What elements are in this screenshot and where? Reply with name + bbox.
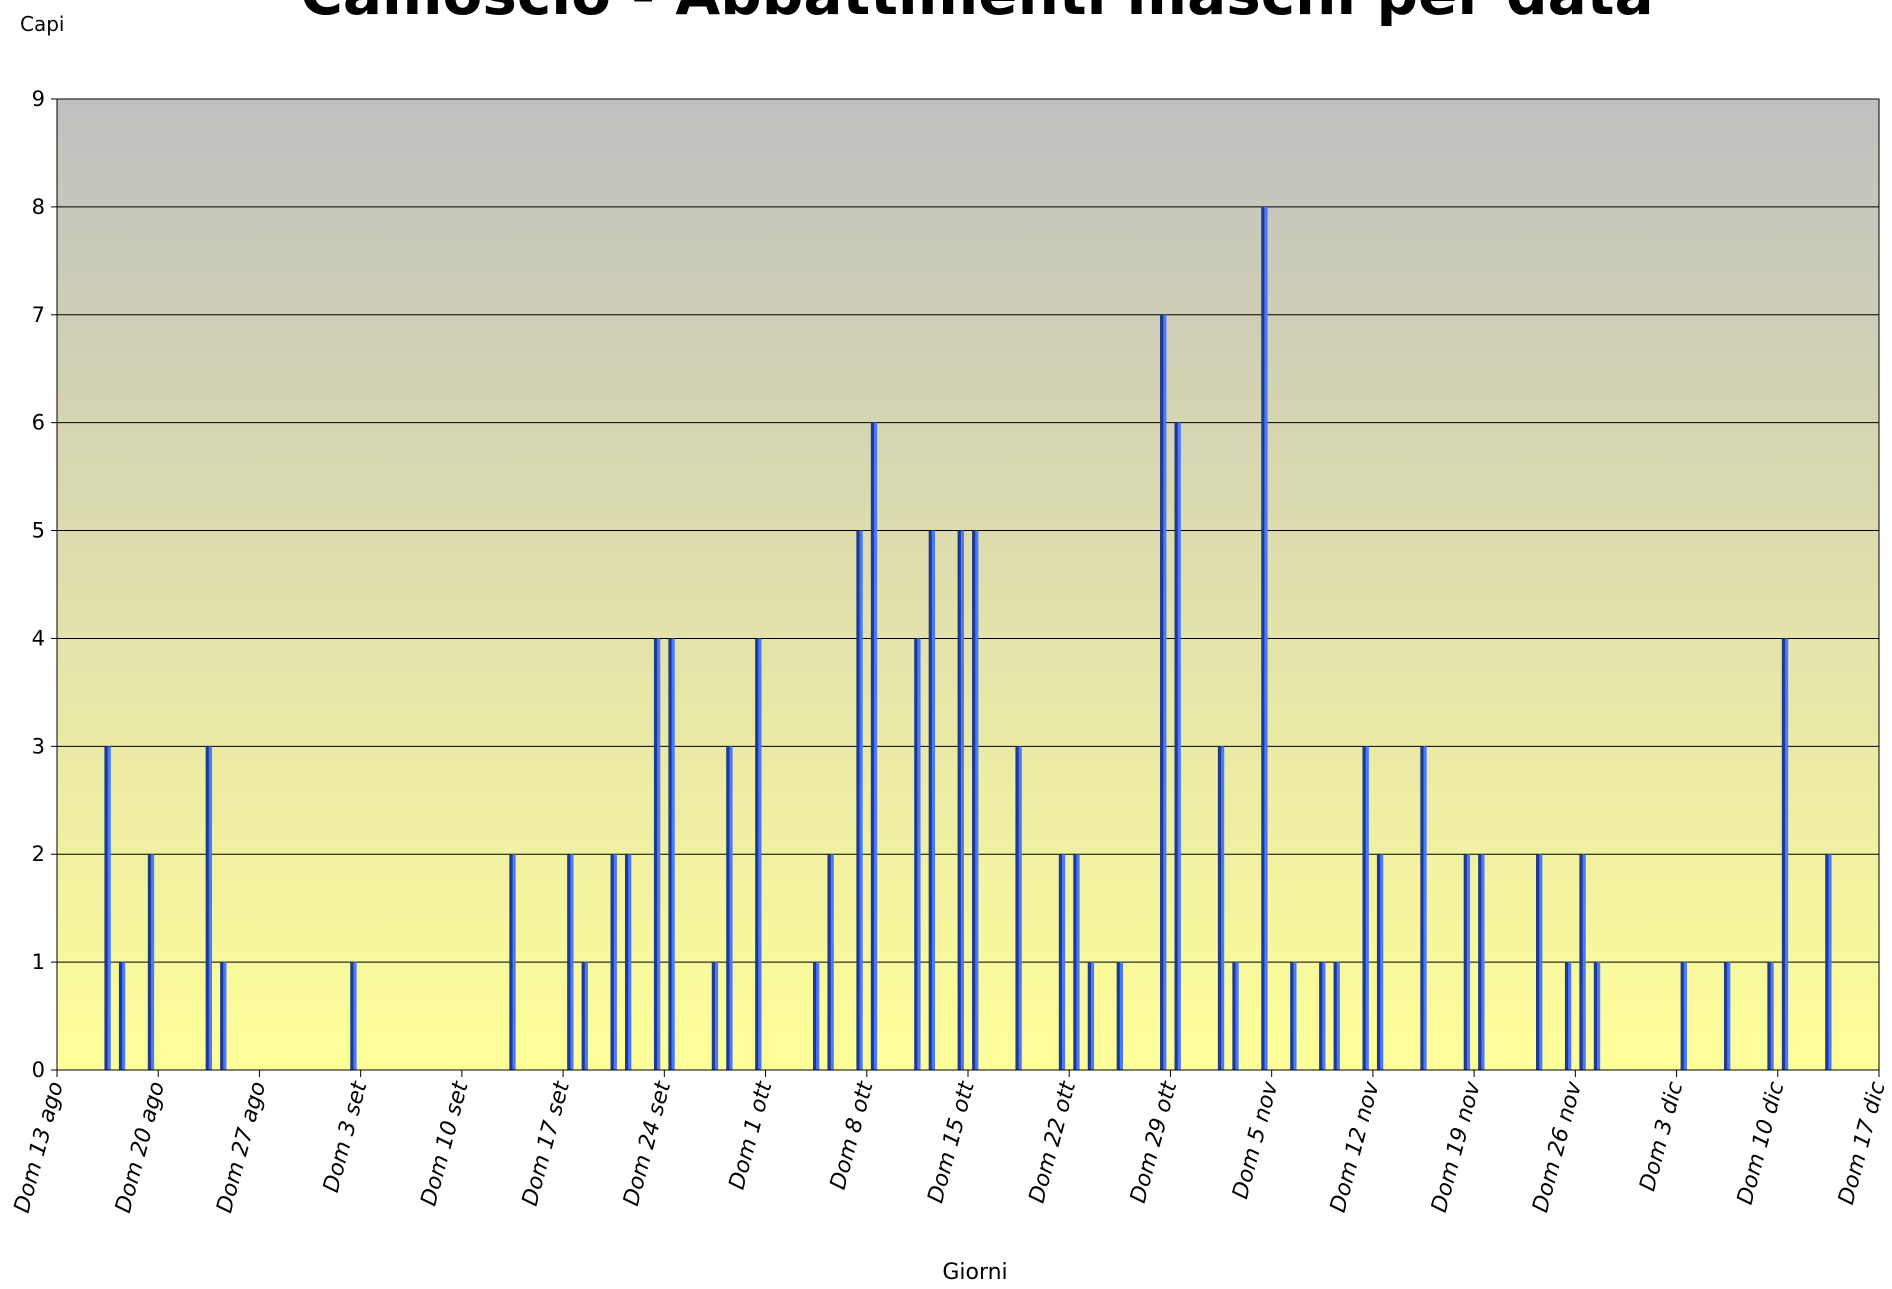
x-tick-label: Dom 5 nov xyxy=(1228,1078,1284,1202)
bar xyxy=(1478,854,1485,1070)
y-tick-label: 9 xyxy=(32,87,45,111)
bar xyxy=(755,638,762,1070)
x-tick-label: Dom 10 dic xyxy=(1733,1079,1790,1207)
bar xyxy=(1290,962,1297,1070)
x-tick-label: Dom 17 dic xyxy=(1834,1079,1891,1207)
bar xyxy=(972,530,979,1070)
y-tick-label: 1 xyxy=(32,950,45,974)
y-tick-label: 6 xyxy=(32,411,45,435)
x-axis-label: Giorni xyxy=(942,1260,1007,1285)
bar xyxy=(1174,422,1181,1071)
x-tick-label: Dom 8 ott xyxy=(826,1078,879,1193)
x-tick-label: Dom 12 nov xyxy=(1326,1078,1385,1215)
bar xyxy=(1362,746,1369,1070)
x-tick-label: Dom 24 set xyxy=(619,1078,676,1209)
bar xyxy=(928,530,936,1070)
y-axis-label: Capi xyxy=(20,12,64,36)
bar xyxy=(610,854,617,1070)
y-tick-label: 2 xyxy=(32,842,45,866)
bar xyxy=(147,854,155,1070)
bar xyxy=(581,962,588,1070)
bar xyxy=(812,962,820,1070)
bar xyxy=(1058,854,1066,1070)
x-tick-label: Dom 19 nov xyxy=(1427,1078,1486,1215)
x-tick-label: Dom 17 set xyxy=(518,1078,575,1209)
bar xyxy=(653,638,661,1070)
bar xyxy=(957,530,964,1070)
bar xyxy=(1420,746,1427,1070)
bar xyxy=(509,854,516,1070)
bar xyxy=(1825,854,1832,1070)
x-tick-label: Dom 20 ago xyxy=(111,1079,170,1216)
bar xyxy=(668,638,675,1070)
bar xyxy=(1261,206,1268,1070)
bar xyxy=(711,962,719,1070)
bar xyxy=(1319,962,1326,1070)
bar xyxy=(1087,962,1095,1070)
bar xyxy=(914,638,921,1070)
x-tick-label: Dom 10 set xyxy=(417,1078,474,1209)
y-tick-label: 5 xyxy=(32,519,45,543)
bar xyxy=(870,422,878,1071)
bar xyxy=(220,962,227,1070)
x-tick-label: Dom 1 ott xyxy=(725,1078,778,1193)
bar xyxy=(827,854,834,1070)
x-tick-label: Dom 13 ago xyxy=(10,1079,69,1216)
x-tick-label: Dom 27 ago xyxy=(212,1079,271,1216)
chart-title: Camoscio - Abbattimenti maschi per data xyxy=(300,0,1653,28)
x-tick-label: Dom 29 ott xyxy=(1126,1078,1183,1206)
x-tick-label: Dom 3 set xyxy=(319,1078,373,1195)
bar xyxy=(1564,962,1572,1070)
bar xyxy=(1536,854,1543,1070)
bar xyxy=(1579,854,1586,1070)
bar xyxy=(1767,962,1774,1070)
x-tick-label: Dom 15 ott xyxy=(923,1078,980,1206)
bar xyxy=(1232,962,1239,1070)
y-tick-label: 7 xyxy=(32,303,45,327)
bar xyxy=(1116,962,1124,1070)
y-tick-label: 0 xyxy=(32,1058,45,1082)
x-tick-label: Dom 3 dic xyxy=(1635,1079,1688,1194)
bar xyxy=(567,854,574,1070)
bar xyxy=(350,962,357,1070)
bar xyxy=(726,746,733,1070)
bar xyxy=(1463,854,1471,1070)
y-tick-label: 3 xyxy=(32,734,45,758)
bar xyxy=(1723,962,1731,1070)
bar xyxy=(856,530,863,1070)
bar xyxy=(118,962,126,1070)
bar xyxy=(1015,746,1022,1070)
bar xyxy=(1781,638,1789,1070)
bar xyxy=(104,746,111,1070)
bar xyxy=(1073,854,1080,1070)
bar xyxy=(1680,962,1687,1070)
x-tick-label: Dom 22 ott xyxy=(1025,1078,1082,1206)
y-tick-label: 4 xyxy=(32,626,45,650)
bar xyxy=(1333,962,1340,1070)
bar xyxy=(1593,962,1601,1070)
bar xyxy=(205,746,213,1070)
bar xyxy=(1160,314,1167,1070)
x-tick-label: Dom 26 nov xyxy=(1528,1078,1587,1215)
bar xyxy=(1376,854,1384,1070)
bar xyxy=(1217,746,1225,1070)
plot-area xyxy=(56,98,1880,1071)
y-tick-label: 8 xyxy=(32,195,45,219)
bar xyxy=(625,854,632,1070)
